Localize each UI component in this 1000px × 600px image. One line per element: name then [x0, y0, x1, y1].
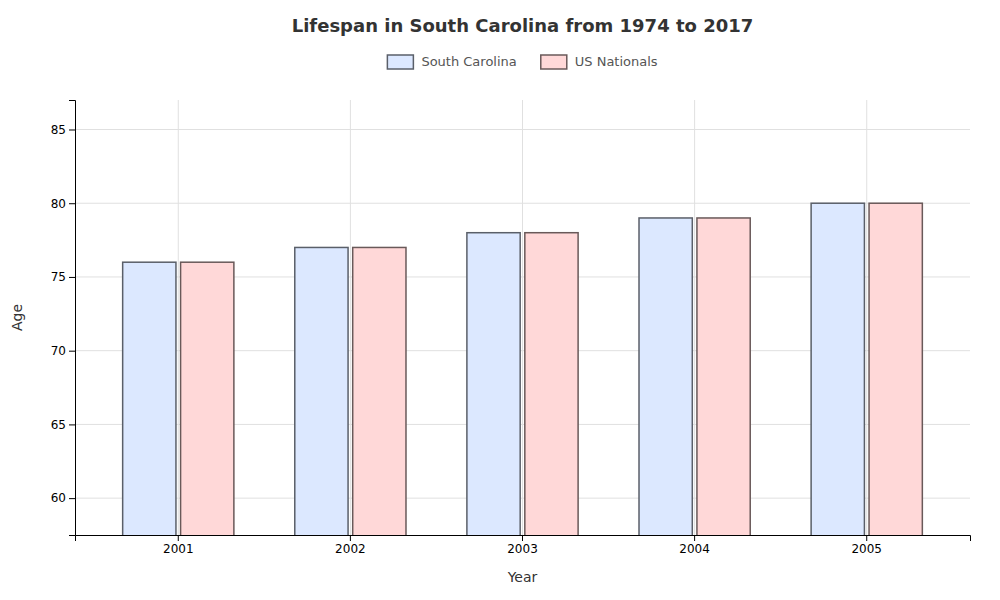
legend: South Carolina US Nationals [387, 54, 657, 69]
tick-label: 65 [51, 418, 66, 432]
tick-mark [69, 277, 75, 278]
tick: 2001 [163, 535, 194, 556]
bar-series [123, 203, 865, 535]
tick: 2003 [507, 535, 538, 556]
tick-mark [69, 203, 75, 204]
tick-label: 80 [51, 197, 66, 211]
tick: 2004 [679, 535, 710, 556]
x-axis-title: Year [507, 569, 538, 585]
bar [467, 233, 520, 535]
bar [811, 203, 864, 535]
tick: 2002 [335, 535, 366, 556]
tick: 65 [51, 418, 75, 432]
bar [353, 247, 406, 535]
tick-label: 2001 [163, 542, 194, 556]
bar [525, 233, 578, 535]
bar [295, 247, 348, 535]
tick-label: 2002 [335, 542, 366, 556]
legend-swatch [541, 55, 567, 69]
x-axis: 2001 2002 2003 2004 2005 [76, 535, 971, 556]
title: Lifespan in South Carolina from 1974 to … [292, 15, 754, 36]
tick: 80 [51, 197, 75, 211]
grid-line [350, 100, 351, 535]
plot-area: 2001 2002 2003 2004 2005 60 65 70 75 80 85 [51, 100, 971, 600]
grid-line [178, 100, 179, 535]
tick: 75 [51, 270, 75, 284]
tick-mark [69, 424, 75, 425]
legend-label: US Nationals [575, 54, 658, 69]
bar-series [181, 203, 923, 535]
bar [123, 262, 176, 535]
tick-mark [69, 351, 75, 352]
legend-item: US Nationals [541, 54, 658, 69]
tick: 70 [51, 344, 75, 358]
bars [123, 203, 923, 535]
tick-label: 2003 [507, 542, 538, 556]
legend-label: South Carolina [421, 54, 516, 69]
tick-label: 70 [51, 344, 66, 358]
bar [869, 203, 922, 535]
tick: 2005 [851, 535, 882, 556]
tick-mark [866, 535, 867, 541]
grid-line [866, 100, 867, 535]
tick-label: 2005 [851, 542, 882, 556]
axis-line [76, 536, 971, 542]
legend-swatch [387, 55, 413, 69]
tick: 85 [51, 123, 75, 137]
grid-line [694, 100, 695, 535]
tick-label: 85 [51, 123, 66, 137]
tick-mark [350, 535, 351, 541]
tick: 60 [51, 491, 75, 505]
tick-mark [178, 535, 179, 541]
y-axis-title: Age [9, 304, 25, 331]
tick-mark [69, 498, 75, 499]
bar [639, 218, 692, 535]
y-axis: 60 65 70 75 80 85 [51, 101, 76, 536]
tick-label: 2004 [679, 542, 710, 556]
tick-mark [69, 129, 75, 130]
bar [697, 218, 750, 535]
tick-label: 75 [51, 270, 66, 284]
grid-line [522, 100, 523, 535]
tick-mark [694, 535, 695, 541]
axis-line [69, 101, 76, 536]
tick-label: 60 [51, 491, 66, 505]
bar [181, 262, 234, 535]
chart: 2001 2002 2003 2004 2005 60 65 70 75 80 85 Lifespan… [0, 0, 1000, 600]
tick-mark [522, 535, 523, 541]
legend-item: South Carolina [387, 54, 516, 69]
